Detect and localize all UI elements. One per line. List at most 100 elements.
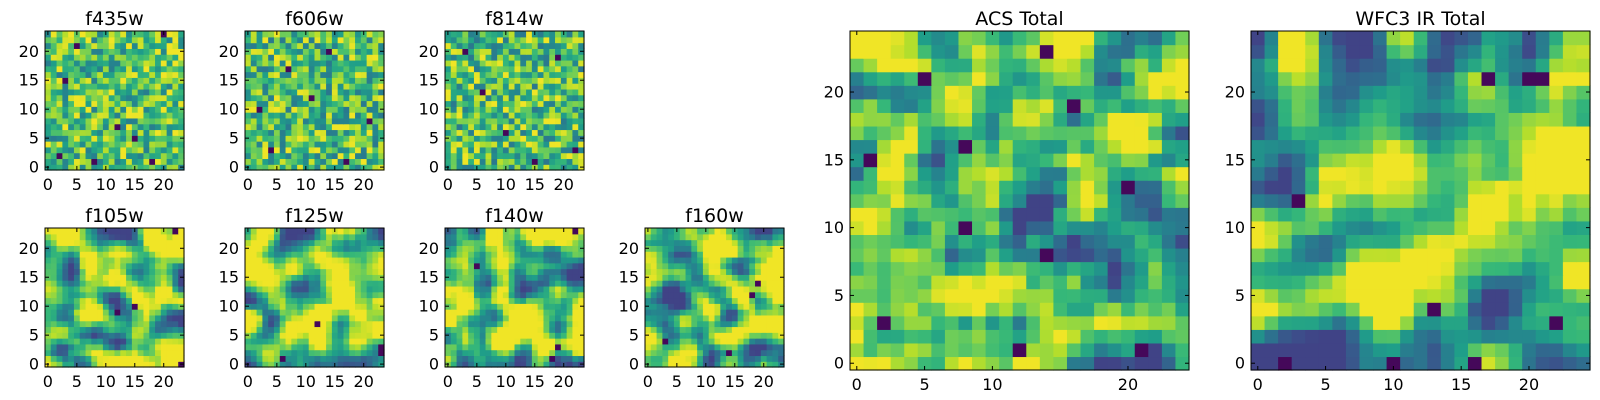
heatmap-cell: [450, 349, 458, 357]
heatmap-cell: [743, 314, 750, 322]
heatmap-cell: [355, 280, 362, 287]
heatmap-cell: [445, 256, 452, 264]
heatmap-cell: [250, 291, 258, 299]
heatmap-cell: [50, 332, 58, 339]
heatmap-cell: [497, 239, 504, 246]
heatmap-cell: [560, 314, 568, 322]
heatmap-cell: [543, 83, 550, 90]
heatmap-cell: [137, 361, 145, 368]
heatmap-cell: [85, 320, 92, 328]
heatmap-cell: [85, 280, 92, 287]
heatmap-cell: [349, 65, 356, 73]
heatmap-cell: [160, 141, 168, 148]
heatmap-cell: [1134, 180, 1149, 195]
heatmap-cell: [1121, 98, 1136, 113]
heatmap-cell: [479, 164, 487, 171]
heatmap-cell: [360, 320, 368, 328]
heatmap-cell: [497, 285, 504, 293]
heatmap-cell: [114, 297, 121, 304]
heatmap-cell: [262, 314, 269, 322]
heatmap-cell: [68, 361, 75, 368]
heatmap-cell: [120, 158, 127, 165]
heatmap-cell: [755, 262, 762, 270]
heatmap-cell: [262, 228, 269, 235]
heatmap-cell: [372, 54, 379, 61]
heatmap-cell: [62, 314, 69, 322]
heatmap-cell: [268, 262, 275, 270]
heatmap-cell: [555, 164, 562, 171]
heatmap-cell: [56, 129, 63, 136]
heatmap-cell: [1495, 342, 1510, 358]
heatmap-cell: [662, 355, 669, 362]
heatmap-cell: [273, 152, 281, 160]
heatmap-cell: [56, 146, 63, 154]
heatmap-cell: [126, 251, 133, 258]
heatmap-cell: [1094, 166, 1109, 181]
heatmap-cell: [497, 164, 504, 171]
heatmap-cell: [985, 329, 1000, 344]
heatmap-cell: [360, 239, 368, 246]
heatmap-cell: [566, 106, 574, 113]
heatmap-cell: [691, 338, 698, 345]
heatmap-cell: [650, 314, 658, 322]
heatmap-cell: [708, 343, 716, 351]
heatmap-cell: [877, 193, 892, 208]
heatmap-cell: [337, 31, 345, 38]
heatmap-cell: [245, 326, 252, 333]
heatmap-cell: [56, 54, 63, 61]
heatmap-cell: [250, 349, 258, 357]
heatmap-cell: [749, 326, 756, 333]
heatmap-cell: [360, 268, 368, 275]
heatmap-cell: [250, 31, 258, 38]
heatmap-cell: [1012, 302, 1027, 317]
heatmap-cell: [291, 314, 298, 322]
heatmap-cell: [172, 152, 179, 160]
heatmap-cell: [526, 164, 533, 171]
heatmap-cell: [256, 332, 263, 339]
y-tick-label: 10: [219, 297, 239, 316]
heatmap-cell: [691, 332, 698, 339]
heatmap-cell: [1161, 166, 1177, 181]
heatmap-cell: [320, 274, 327, 281]
heatmap-cell: [320, 117, 327, 125]
heatmap-cell: [697, 245, 704, 252]
heatmap-cell: [656, 245, 663, 252]
heatmap-cell: [245, 54, 252, 61]
heatmap-cell: [537, 297, 545, 304]
heatmap-cell: [543, 152, 550, 160]
heatmap-cell: [262, 54, 269, 61]
heatmap-cell: [149, 256, 156, 264]
heatmap-cell: [337, 285, 345, 293]
heatmap-cell: [178, 71, 185, 78]
heatmap-cell: [662, 343, 669, 351]
heatmap-cell: [572, 291, 579, 299]
heatmap-cell: [120, 349, 127, 357]
heatmap-cell: [890, 261, 905, 276]
heatmap-cell: [1094, 315, 1109, 330]
heatmap-cell: [291, 303, 298, 310]
heatmap-cell: [720, 285, 727, 293]
heatmap-cell: [85, 268, 92, 275]
heatmap-cell: [349, 291, 356, 299]
heatmap-cell: [114, 158, 121, 165]
heatmap-cell: [297, 309, 304, 316]
heatmap-cell: [245, 251, 252, 258]
heatmap-cell: [531, 48, 539, 55]
heatmap-cell: [772, 285, 779, 293]
heatmap-cell: [97, 59, 104, 67]
heatmap-cell: [279, 233, 287, 241]
heatmap-cell: [68, 274, 75, 281]
heatmap-cell: [456, 314, 463, 322]
heatmap-cell: [1039, 315, 1054, 330]
heatmap-cell: [890, 58, 905, 73]
heatmap-cell: [91, 83, 98, 90]
heatmap-cell: [473, 291, 481, 299]
heatmap-cell: [85, 54, 92, 61]
heatmap-cell: [160, 262, 168, 270]
heatmap-cell: [702, 303, 710, 310]
heatmap-cell: [755, 297, 762, 304]
heatmap-cell: [673, 291, 681, 299]
heatmap-cell: [297, 291, 304, 299]
heatmap-cell: [97, 303, 104, 310]
heatmap-cell: [468, 338, 475, 345]
